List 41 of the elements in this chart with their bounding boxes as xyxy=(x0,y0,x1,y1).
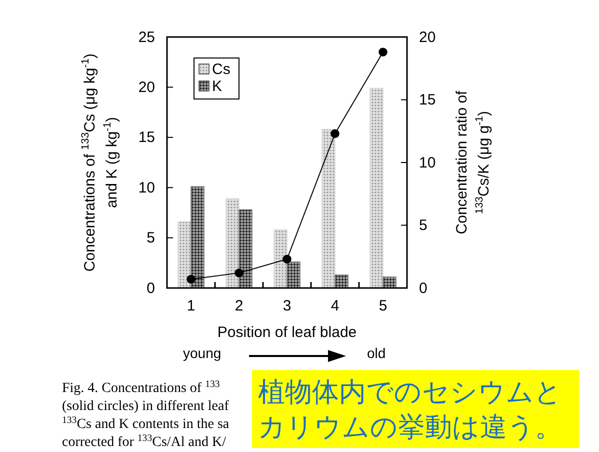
bar xyxy=(382,276,396,288)
bar xyxy=(274,229,288,288)
text: 植物体内でのセシウムとカリウムの挙動は違う。 xyxy=(258,377,562,443)
bar xyxy=(286,262,300,288)
point xyxy=(330,129,340,138)
point xyxy=(186,274,196,284)
x-tick-label: 3 xyxy=(282,298,292,314)
y-tick-label: 15 xyxy=(138,129,155,146)
text: young xyxy=(183,345,222,361)
point xyxy=(282,254,292,264)
text: $^{133}$Cs and K contents in the sa xyxy=(62,414,230,432)
text: old xyxy=(367,345,386,361)
point xyxy=(378,48,388,56)
text: corrected for $^{133}$Cs/Al and K/ xyxy=(62,432,226,450)
y2-tick-label: 15 xyxy=(419,92,436,109)
y-tick-label: 5 xyxy=(146,230,155,247)
x-tick-label: 2 xyxy=(234,298,244,314)
bar xyxy=(322,129,336,288)
y2-tick-label: 5 xyxy=(419,217,428,234)
bar xyxy=(238,209,252,288)
bar xyxy=(370,88,384,288)
caption: Fig. 4. Concentrations of $^{133}$ xyxy=(62,378,220,396)
x-tick-label: 1 xyxy=(186,298,196,314)
bar xyxy=(334,274,348,288)
x-axis-title: Position of leaf blade xyxy=(217,324,357,341)
y2-tick-label: 0 xyxy=(419,280,428,297)
bar xyxy=(178,221,192,288)
text: (solid circles) in different leaf xyxy=(62,399,230,414)
x-tick-label: 5 xyxy=(378,298,388,314)
x-tick-label: 4 xyxy=(330,298,340,314)
legend-label: K xyxy=(212,78,222,95)
legend-label: Cs xyxy=(212,61,230,78)
point xyxy=(234,268,244,278)
bar xyxy=(190,186,204,288)
bar xyxy=(226,198,240,288)
y-tick-label: 25 xyxy=(138,28,155,46)
y-tick-label: 0 xyxy=(146,280,155,297)
y-tick-label: 10 xyxy=(138,179,155,196)
y2-tick-label: 10 xyxy=(419,154,436,172)
y-tick-label: 20 xyxy=(138,79,155,96)
y2-tick-label: 20 xyxy=(419,28,436,46)
